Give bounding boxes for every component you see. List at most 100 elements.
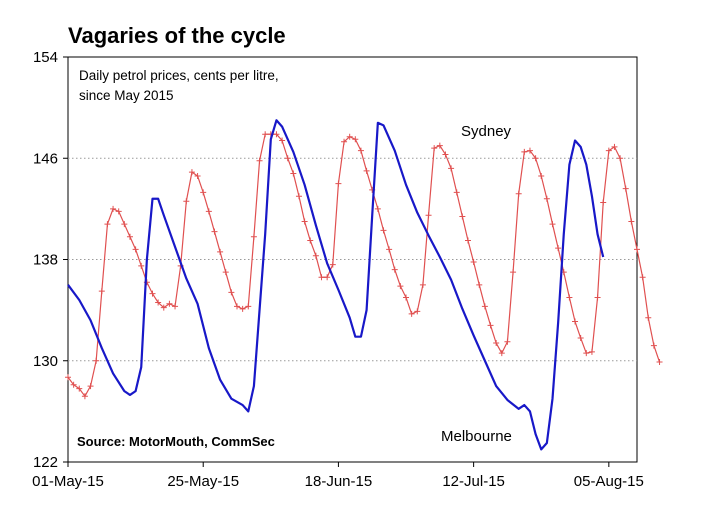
data-point-sydney — [188, 169, 195, 176]
data-point-sydney — [245, 303, 252, 310]
data-point-sydney — [149, 290, 156, 297]
data-point-sydney — [583, 350, 590, 357]
source-note: Source: MotorMouth, CommSec — [77, 434, 275, 449]
data-point-sydney — [228, 289, 235, 296]
data-point-sydney — [121, 221, 128, 228]
data-point-sydney — [194, 172, 201, 179]
data-point-sydney — [374, 205, 381, 212]
data-point-sydney — [645, 314, 652, 321]
data-point-sydney — [262, 131, 269, 138]
data-point-sydney — [318, 274, 325, 281]
data-point-sydney — [250, 233, 257, 240]
data-point-sydney — [138, 262, 145, 269]
data-point-sydney — [217, 248, 224, 255]
data-point-sydney — [155, 299, 162, 306]
data-point-sydney — [476, 281, 483, 288]
data-point-sydney — [634, 246, 640, 253]
data-point-sydney — [160, 304, 167, 311]
data-point-sydney — [515, 190, 522, 197]
data-point-sydney — [70, 381, 77, 388]
data-point-sydney — [555, 245, 562, 252]
data-point-sydney — [628, 218, 635, 225]
data-point-sydney — [363, 167, 370, 174]
data-point-sydney — [200, 189, 207, 196]
data-point-sydney — [357, 147, 364, 154]
data-point-sydney — [403, 294, 410, 301]
data-point-sydney — [166, 300, 173, 307]
data-point-sydney — [183, 198, 190, 205]
data-point-sydney — [470, 259, 477, 266]
data-point-sydney — [76, 385, 83, 392]
data-point-sydney — [335, 180, 342, 187]
data-point-sydney — [126, 233, 133, 240]
data-point-sydney — [132, 246, 139, 253]
y-axis: 154 146 138 130 122 — [33, 49, 68, 471]
data-point-sydney — [442, 151, 449, 158]
data-point-sydney — [256, 157, 263, 164]
data-point-sydney — [234, 303, 241, 310]
data-point-sydney — [487, 322, 494, 329]
data-point-sydney — [324, 274, 331, 281]
data-point-sydney — [397, 283, 404, 290]
x-tick-label: 25-May-15 — [167, 473, 239, 490]
data-point-sydney — [239, 305, 246, 312]
data-point-sydney — [93, 357, 100, 364]
data-point-sydney — [504, 338, 511, 345]
data-point-sydney — [279, 137, 286, 144]
data-point-sydney — [459, 213, 466, 220]
gridlines — [68, 157, 637, 362]
data-point-sydney — [538, 172, 545, 179]
data-point-sydney — [594, 294, 601, 301]
data-point-sydney — [521, 148, 528, 155]
data-point-sydney — [391, 266, 398, 273]
data-point-sydney — [312, 252, 319, 259]
series-line-melbourne — [67, 119, 605, 451]
y-tick-label: 146 — [33, 150, 58, 167]
data-point-sydney — [617, 155, 624, 162]
data-point-sydney — [172, 303, 179, 310]
data-point-sydney — [639, 274, 646, 281]
y-tick-label: 122 — [33, 454, 58, 471]
data-point-sydney — [65, 374, 71, 381]
data-point-sydney — [498, 350, 505, 357]
data-point-sydney — [295, 193, 302, 200]
data-point-sydney — [352, 136, 359, 143]
y-tick-label: 154 — [33, 49, 58, 66]
series-line-sydney — [67, 133, 661, 397]
data-point-sydney — [329, 261, 336, 268]
data-point-sydney — [572, 318, 579, 325]
data-point-sydney — [605, 147, 612, 154]
data-point-sydney — [301, 218, 308, 225]
data-point-sydney — [566, 294, 573, 301]
data-point-sydney — [543, 195, 550, 202]
chart-title: Vagaries of the cycle — [68, 23, 286, 48]
data-point-sydney — [408, 310, 415, 317]
data-point-sydney — [98, 288, 105, 295]
data-point-sydney — [510, 269, 517, 276]
data-point-sydney — [307, 237, 314, 244]
data-point-sydney — [284, 155, 291, 162]
data-point-sydney — [532, 155, 539, 162]
y-tick-label: 130 — [33, 353, 58, 370]
data-point-sydney — [611, 143, 618, 150]
data-point-sydney — [622, 185, 629, 192]
data-point-sydney — [290, 170, 297, 177]
data-point-sydney — [526, 147, 533, 154]
data-point-sydney — [273, 131, 280, 138]
y-tick-label: 138 — [33, 252, 58, 269]
x-tick-label: 12-Jul-15 — [442, 473, 505, 490]
data-point-sydney — [115, 208, 122, 215]
data-point-sydney — [414, 308, 421, 315]
data-point-sydney — [549, 221, 556, 228]
data-point-sydney — [81, 393, 88, 400]
x-tick-label: 05-Aug-15 — [574, 473, 644, 490]
data-point-sydney — [577, 334, 584, 341]
data-point-sydney — [425, 212, 432, 219]
x-tick-label: 01-May-15 — [32, 473, 104, 490]
data-point-sydney — [436, 142, 443, 149]
x-axis: 01-May-15 25-May-15 18-Jun-15 12-Jul-15 05-A… — [32, 462, 644, 490]
data-point-sydney — [493, 340, 500, 347]
data-point-sydney — [341, 138, 348, 145]
data-point-sydney — [205, 208, 212, 215]
